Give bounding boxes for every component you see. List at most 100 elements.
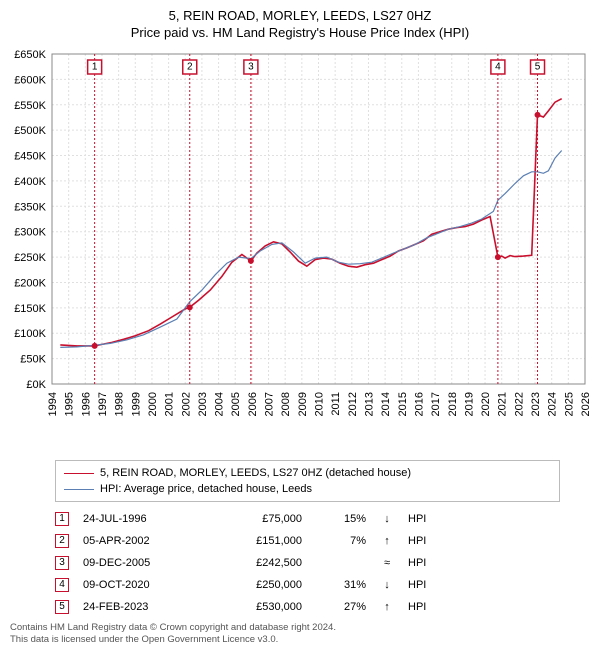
tx-marker-box: 3	[55, 556, 69, 570]
svg-text:2016: 2016	[413, 392, 425, 416]
tx-price: £75,000	[212, 508, 302, 530]
tx-price: £242,500	[212, 552, 302, 574]
svg-text:2025: 2025	[563, 392, 575, 416]
tx-pct: 27%	[316, 596, 366, 618]
svg-text:2002: 2002	[180, 392, 192, 416]
marker-dot	[187, 304, 193, 310]
svg-text:1994: 1994	[47, 392, 59, 416]
svg-text:1998: 1998	[114, 392, 126, 416]
svg-text:£200K: £200K	[14, 277, 46, 289]
svg-text:2022: 2022	[513, 392, 525, 416]
table-row: 5 24-FEB-2023 £530,000 27% ↑ HPI	[55, 596, 560, 618]
chart-svg: £0K £50K £100K £150K £200K £250K £300K £350K £40…	[0, 44, 600, 454]
svg-text:£400K: £400K	[14, 176, 46, 188]
marker-num: 4	[495, 62, 501, 73]
tx-arrow-icon: ↓	[380, 508, 394, 530]
svg-text:£300K: £300K	[14, 227, 46, 239]
svg-text:1996: 1996	[80, 392, 92, 416]
marker-dot	[535, 112, 541, 118]
table-row: 124-JUL-1996£75,00015%↓HPI	[55, 508, 560, 530]
svg-text:1999: 1999	[130, 392, 142, 416]
svg-text:2014: 2014	[380, 392, 392, 416]
tx-marker-box: 4	[55, 578, 69, 592]
title-block: 5, REIN ROAD, MORLEY, LEEDS, LS27 0HZ Pr…	[0, 0, 600, 44]
chart-title-address: 5, REIN ROAD, MORLEY, LEEDS, LS27 0HZ	[0, 8, 600, 23]
tx-date: 24-JUL-1996	[83, 508, 198, 530]
tx-marker-box: 5	[55, 600, 69, 614]
legend-swatch	[64, 489, 94, 490]
legend-swatch	[64, 473, 94, 474]
table-row: 409-OCT-2020£250,00031%↓HPI	[55, 574, 560, 596]
chart-area: £0K £50K £100K £150K £200K £250K £300K £350K £40…	[0, 44, 600, 454]
svg-text:2011: 2011	[330, 392, 342, 416]
svg-text:2023: 2023	[530, 392, 542, 416]
svg-text:2006: 2006	[247, 392, 259, 416]
svg-text:2007: 2007	[264, 392, 276, 416]
svg-text:2013: 2013	[363, 392, 375, 416]
tx-pct: 31%	[316, 574, 366, 596]
footer-attribution: Contains HM Land Registry data © Crown c…	[10, 622, 336, 646]
svg-text:2000: 2000	[147, 392, 159, 416]
svg-text:2008: 2008	[280, 392, 292, 416]
svg-text:£0K: £0K	[26, 379, 46, 391]
tx-date: 09-DEC-2005	[83, 552, 198, 574]
tx-hpi-label: HPI	[408, 596, 440, 618]
marker-dot	[92, 343, 98, 349]
tx-price: £530,000	[212, 596, 302, 618]
svg-text:£600K: £600K	[14, 74, 46, 86]
legend-row: HPI: Average price, detached house, Leed…	[64, 481, 551, 497]
footer-line-1: Contains HM Land Registry data © Crown c…	[10, 622, 336, 634]
tx-hpi-label: HPI	[408, 574, 440, 596]
tx-marker-box: 2	[55, 534, 69, 548]
transaction-table: 124-JUL-1996£75,00015%↓HPI205-APR-2002£1…	[55, 508, 560, 618]
legend-box: 5, REIN ROAD, MORLEY, LEEDS, LS27 0HZ (d…	[55, 460, 560, 502]
svg-text:£350K: £350K	[14, 201, 46, 213]
footer-line-2: This data is licensed under the Open Gov…	[10, 634, 336, 646]
svg-text:£500K: £500K	[14, 125, 46, 137]
marker-num: 2	[187, 62, 193, 73]
tx-date: 24-FEB-2023	[83, 596, 198, 618]
tx-arrow-icon: ↑	[380, 530, 394, 552]
marker-num: 3	[248, 62, 254, 73]
table-row: 2 05-APR-2002 £151,000 7% ↑ HPI	[55, 530, 560, 552]
svg-text:2015: 2015	[397, 392, 409, 416]
svg-text:2001: 2001	[164, 392, 176, 416]
svg-text:2012: 2012	[347, 392, 359, 416]
svg-text:£650K: £650K	[14, 49, 46, 61]
svg-text:£150K: £150K	[14, 303, 46, 315]
tx-date: 05-APR-2002	[83, 530, 198, 552]
tx-hpi-label: HPI	[408, 530, 440, 552]
svg-text:£550K: £550K	[14, 100, 46, 112]
svg-text:£450K: £450K	[14, 151, 46, 163]
tx-pct: 15%	[316, 508, 366, 530]
tx-pct: 7%	[316, 530, 366, 552]
marker-dot	[248, 258, 254, 264]
svg-text:2017: 2017	[430, 392, 442, 416]
tx-date: 09-OCT-2020	[83, 574, 198, 596]
svg-text:2021: 2021	[497, 392, 509, 416]
svg-text:£100K: £100K	[14, 328, 46, 340]
svg-text:2010: 2010	[314, 392, 326, 416]
marker-num: 1	[92, 62, 98, 73]
tx-arrow-icon: ↓	[380, 574, 394, 596]
svg-text:2026: 2026	[580, 392, 592, 416]
svg-text:2019: 2019	[463, 392, 475, 416]
tx-arrow-icon: ↑	[380, 596, 394, 618]
svg-text:2020: 2020	[480, 392, 492, 416]
svg-text:2003: 2003	[197, 392, 209, 416]
marker-dot	[495, 254, 501, 260]
svg-text:1995: 1995	[64, 392, 76, 416]
svg-text:2024: 2024	[547, 392, 559, 416]
legend-label: 5, REIN ROAD, MORLEY, LEEDS, LS27 0HZ (d…	[100, 465, 411, 481]
svg-text:£250K: £250K	[14, 252, 46, 264]
tx-arrow-icon: ≈	[380, 552, 394, 574]
tx-price: £151,000	[212, 530, 302, 552]
tx-hpi-label: HPI	[408, 508, 440, 530]
svg-text:2004: 2004	[214, 392, 226, 416]
svg-text:2018: 2018	[447, 392, 459, 416]
svg-text:2005: 2005	[230, 392, 242, 416]
svg-text:£50K: £50K	[20, 354, 46, 366]
svg-text:2009: 2009	[297, 392, 309, 416]
legend-row: 5, REIN ROAD, MORLEY, LEEDS, LS27 0HZ (d…	[64, 465, 551, 481]
tx-hpi-label: HPI	[408, 552, 440, 574]
